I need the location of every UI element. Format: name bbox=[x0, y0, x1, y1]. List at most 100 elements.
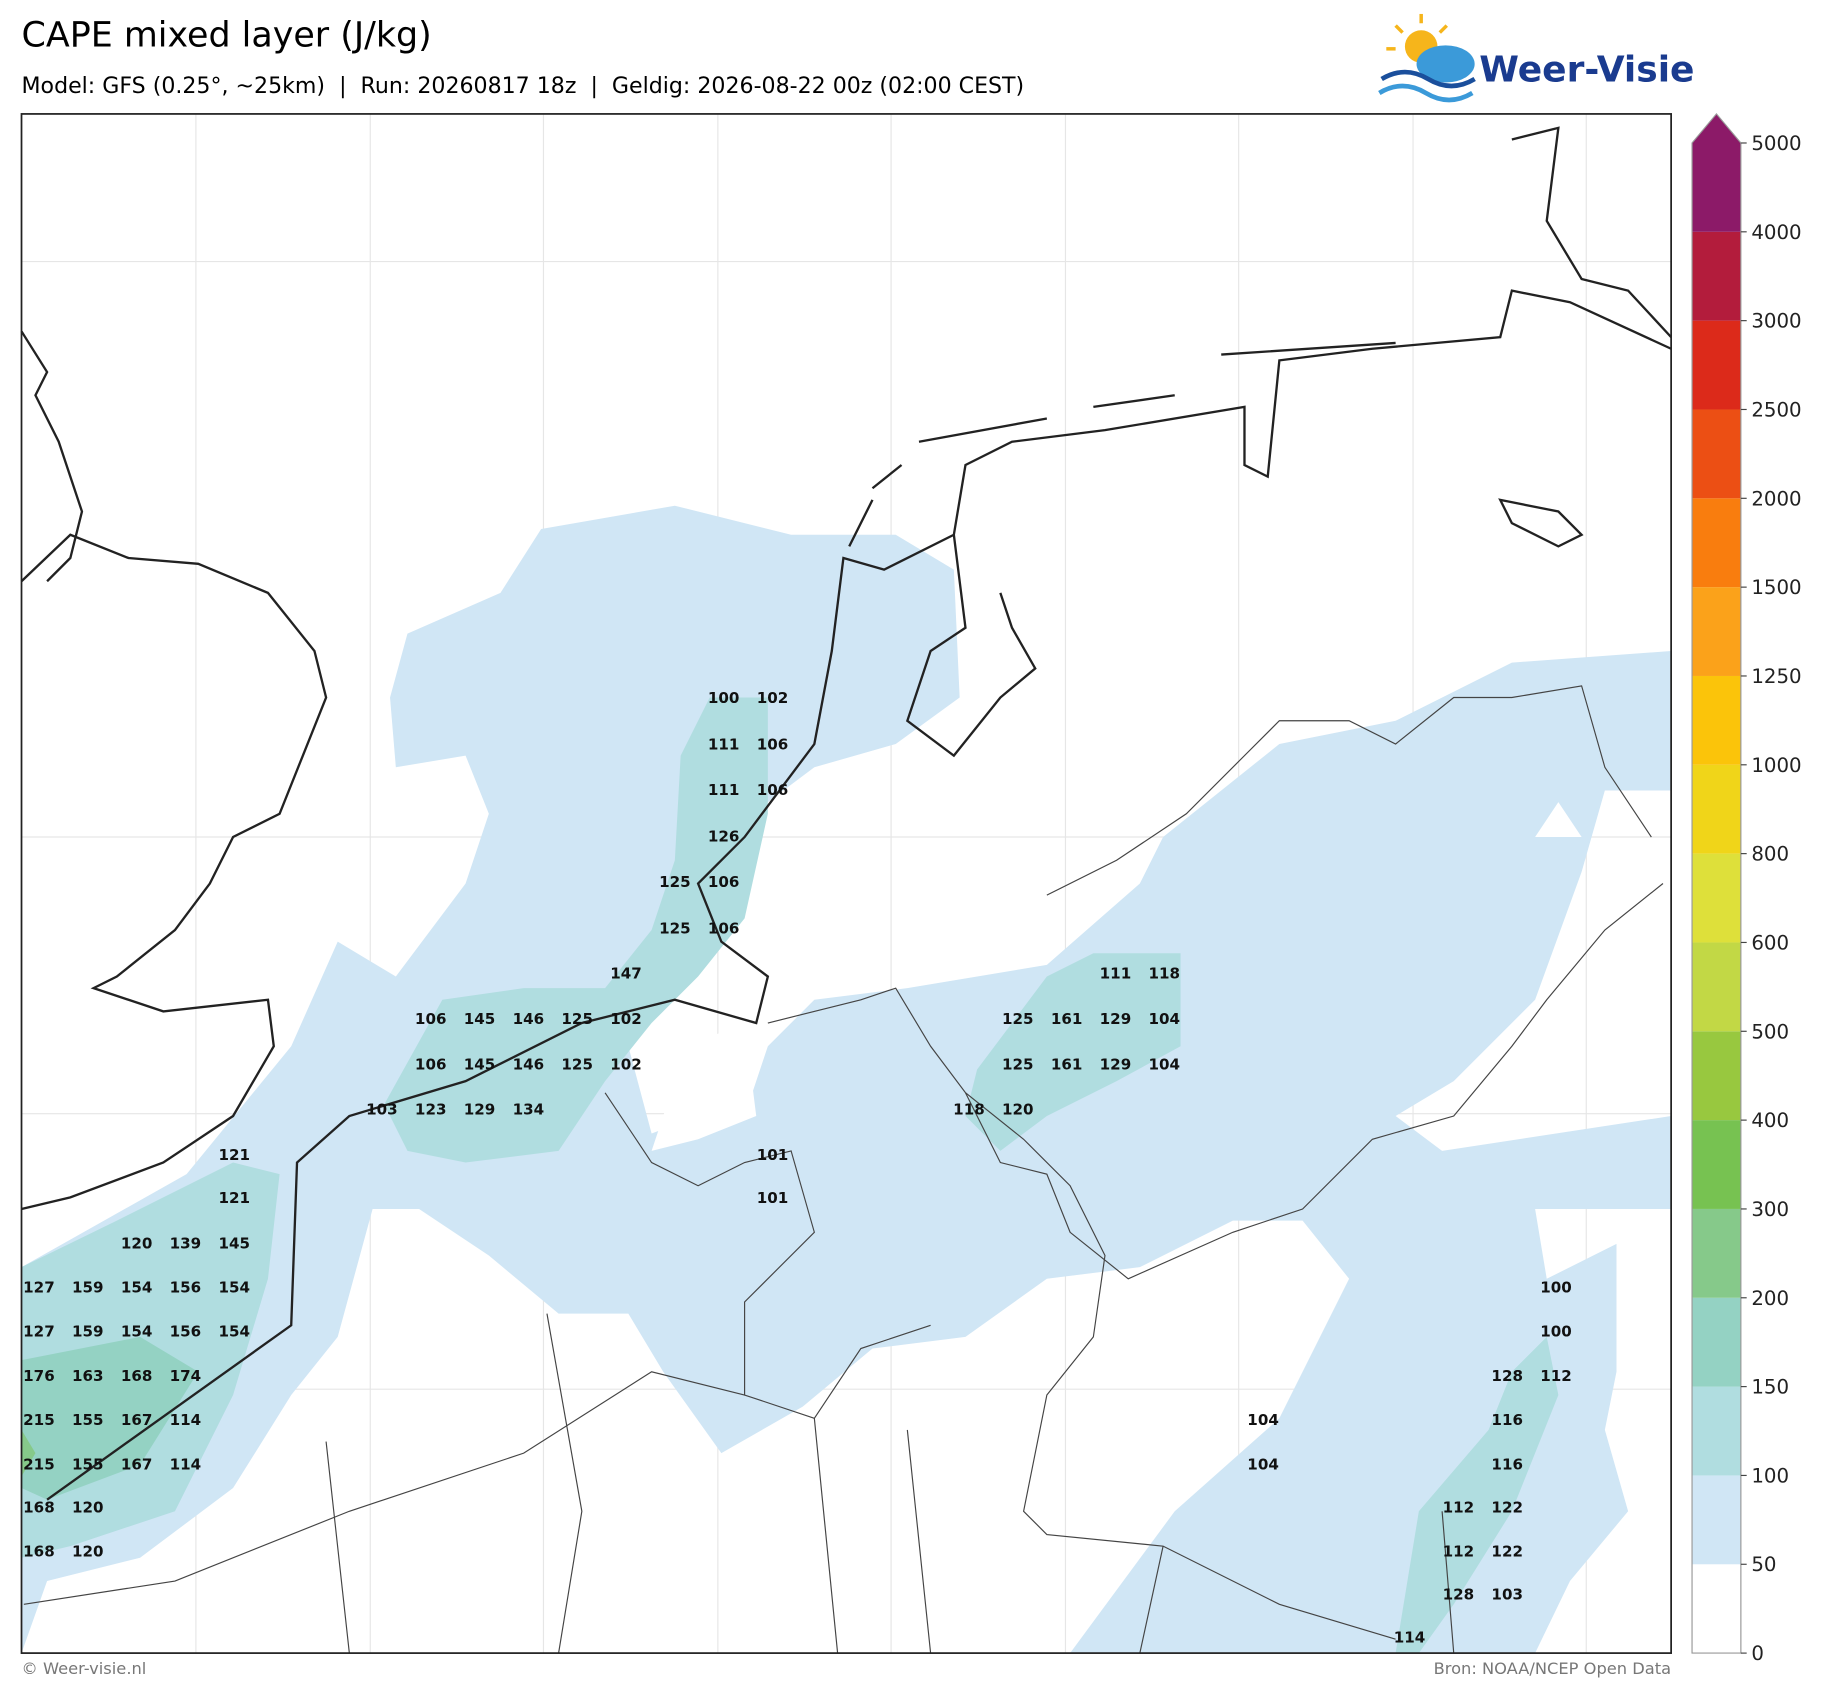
cape-label: 121 bbox=[218, 1146, 250, 1164]
colorbar-segment bbox=[1692, 498, 1741, 588]
cape-label: 102 bbox=[757, 689, 789, 707]
cape-label: 111 bbox=[708, 781, 740, 799]
cape-label: 118 bbox=[1148, 965, 1180, 983]
colorbar-tick-label: 600 bbox=[1751, 931, 1789, 954]
cape-label: 100 bbox=[708, 689, 740, 707]
cape-label: 111 bbox=[708, 736, 740, 754]
cape-label: 161 bbox=[1051, 1055, 1083, 1073]
colorbar-tick-label: 200 bbox=[1751, 1287, 1789, 1310]
colorbar-segment bbox=[1692, 142, 1741, 232]
cape-label: 128 bbox=[1443, 1585, 1475, 1603]
cape-label: 116 bbox=[1491, 1455, 1523, 1473]
cape-label: 126 bbox=[708, 828, 740, 846]
cape-label: 100 bbox=[1540, 1323, 1572, 1341]
colorbar-tick-label: 1500 bbox=[1751, 576, 1801, 599]
cape-label: 215 bbox=[23, 1455, 55, 1473]
title: CAPE mixed layer (J/kg) bbox=[22, 16, 432, 56]
cape-label: 147 bbox=[610, 965, 642, 983]
subtitle: Model: GFS (0.25°, ~25km) | Run: 2026081… bbox=[22, 74, 1025, 99]
colorbar-tick-label: 2500 bbox=[1751, 398, 1801, 421]
cape-label: 102 bbox=[610, 1010, 642, 1028]
colorbar-tick-label: 300 bbox=[1751, 1198, 1789, 1221]
cape-label: 154 bbox=[218, 1323, 250, 1341]
cape-label: 104 bbox=[1247, 1455, 1279, 1473]
colorbar-tick-label: 500 bbox=[1751, 1020, 1789, 1043]
footer-left: © Weer-visie.nl bbox=[22, 1659, 147, 1678]
map-frame bbox=[20, 113, 1672, 1654]
colorbar-tick-label: 0 bbox=[1751, 1642, 1764, 1665]
cape-label: 155 bbox=[72, 1455, 104, 1473]
cape-label: 125 bbox=[561, 1010, 593, 1028]
colorbar-tick-label: 4000 bbox=[1751, 221, 1801, 244]
cape-label: 106 bbox=[757, 736, 789, 754]
cape-label: 154 bbox=[121, 1323, 153, 1341]
cape-label: 159 bbox=[72, 1279, 104, 1297]
cape-label: 106 bbox=[708, 873, 740, 891]
footer-right: Bron: NOAA/NCEP Open Data bbox=[1434, 1659, 1672, 1678]
cape-label: 106 bbox=[708, 919, 740, 937]
cape-label: 101 bbox=[757, 1146, 789, 1164]
colorbar-tick-label: 50 bbox=[1751, 1553, 1776, 1576]
graticule bbox=[21, 113, 1672, 1654]
cape-label: 167 bbox=[121, 1455, 153, 1473]
cape-label: 123 bbox=[415, 1101, 447, 1119]
cape-label: 106 bbox=[757, 781, 789, 799]
cape-label: 112 bbox=[1443, 1542, 1475, 1560]
cape-label: 120 bbox=[1002, 1101, 1034, 1119]
cape-label: 129 bbox=[1100, 1010, 1132, 1028]
colorbar-tick-label: 1000 bbox=[1751, 754, 1801, 777]
colorbar-tick-label: 5000 bbox=[1751, 132, 1801, 155]
cape-label: 120 bbox=[72, 1542, 104, 1560]
cape-label: 167 bbox=[121, 1411, 153, 1429]
cape-label: 134 bbox=[513, 1101, 545, 1119]
cape-label: 156 bbox=[170, 1323, 202, 1341]
cape-label: 146 bbox=[513, 1055, 545, 1073]
cape-label: 120 bbox=[121, 1234, 153, 1252]
colorbar-segment bbox=[1692, 764, 1741, 854]
cape-label: 104 bbox=[1148, 1055, 1180, 1073]
cape-label: 111 bbox=[1100, 965, 1132, 983]
colorbar-extend bbox=[1692, 113, 1741, 143]
cape-label: 139 bbox=[170, 1234, 202, 1252]
cape-label: 103 bbox=[1491, 1585, 1523, 1603]
cape-label: 125 bbox=[659, 919, 691, 937]
colorbar-segment bbox=[1692, 1564, 1741, 1654]
colorbar-segment bbox=[1692, 1031, 1741, 1121]
colorbar-tick-label: 1250 bbox=[1751, 665, 1801, 688]
colorbar-segment bbox=[1692, 320, 1741, 410]
cape-label: 103 bbox=[366, 1101, 398, 1119]
cape-label: 121 bbox=[218, 1189, 250, 1207]
cape-label: 122 bbox=[1491, 1542, 1523, 1560]
cape-label: 112 bbox=[1443, 1498, 1475, 1516]
coastlines bbox=[20, 126, 1672, 1501]
cape-label: 104 bbox=[1247, 1411, 1279, 1429]
colorbar-segment bbox=[1692, 1120, 1741, 1209]
colorbar-segment bbox=[1692, 942, 1741, 1032]
cape-label: 120 bbox=[72, 1498, 104, 1516]
cape-field bbox=[21, 505, 1672, 1654]
cape-label: 174 bbox=[170, 1367, 202, 1385]
cape-label: 116 bbox=[1491, 1411, 1523, 1429]
cape-label: 146 bbox=[513, 1010, 545, 1028]
cape-label: 154 bbox=[218, 1279, 250, 1297]
colorbar-tick-label: 3000 bbox=[1751, 310, 1801, 333]
cape-label: 129 bbox=[464, 1101, 496, 1119]
cape-label: 215 bbox=[23, 1411, 55, 1429]
cape-label: 100 bbox=[1540, 1279, 1572, 1297]
cape-label: 145 bbox=[218, 1234, 250, 1252]
logo: Weer-Visie bbox=[1378, 13, 1694, 103]
cape-label: 161 bbox=[1051, 1010, 1083, 1028]
borders bbox=[23, 685, 1664, 1654]
colorbar-segment bbox=[1692, 1297, 1741, 1387]
cape-label: 112 bbox=[1540, 1367, 1572, 1385]
cape-label: 106 bbox=[415, 1055, 447, 1073]
colorbar-segment bbox=[1692, 675, 1741, 765]
colorbar-tick-label: 400 bbox=[1751, 1109, 1789, 1132]
cape-label: 127 bbox=[23, 1323, 55, 1341]
cape-label: 145 bbox=[464, 1055, 496, 1073]
colorbar-tick-label: 2000 bbox=[1751, 487, 1801, 510]
cape-label: 145 bbox=[464, 1010, 496, 1028]
cape-labels: 100 102 111 106 111 106 126 125 106 125 106 147 111 1… bbox=[23, 689, 1572, 1646]
colorbar-segment bbox=[1692, 409, 1741, 499]
